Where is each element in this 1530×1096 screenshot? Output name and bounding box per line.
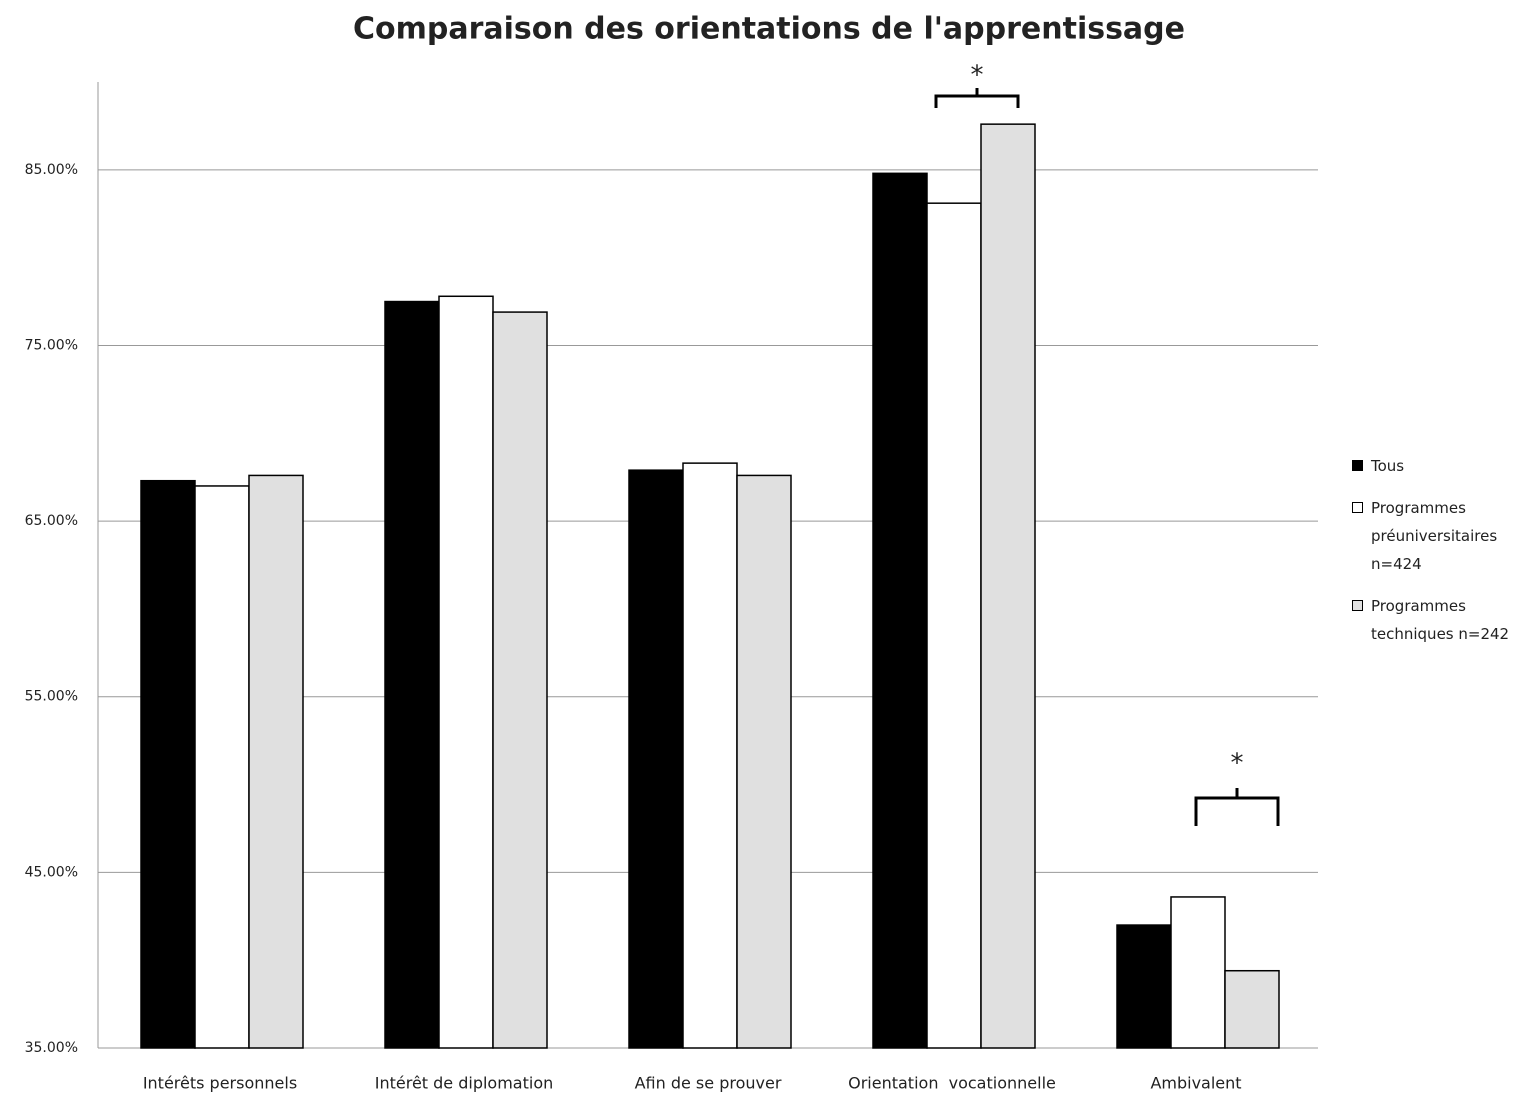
bar bbox=[682, 462, 738, 1049]
legend-item: Tous bbox=[1352, 452, 1530, 480]
y-tick-label: 65.00% bbox=[25, 513, 78, 529]
legend-item: Programmes techniques n=242 bbox=[1352, 592, 1530, 648]
x-tick-label: Afin de se prouver bbox=[635, 1074, 782, 1093]
y-tick-label: 45.00% bbox=[25, 864, 78, 880]
bar bbox=[872, 172, 928, 1049]
x-tick-label: Intérêt de diplomation bbox=[375, 1074, 554, 1093]
legend-swatch bbox=[1352, 600, 1363, 611]
x-tick-label: Ambivalent bbox=[1150, 1074, 1241, 1093]
annotation: * bbox=[1231, 749, 1244, 779]
bar bbox=[140, 479, 196, 1049]
bar bbox=[1170, 896, 1226, 1049]
y-tick-label: 85.00% bbox=[25, 162, 78, 178]
bar bbox=[926, 202, 982, 1049]
bar bbox=[492, 311, 548, 1049]
bar bbox=[194, 485, 250, 1049]
annotation: * bbox=[971, 61, 984, 91]
y-tick-label: 55.00% bbox=[25, 689, 78, 705]
legend-swatch bbox=[1352, 502, 1363, 513]
legend-label: Programmes techniques n=242 bbox=[1371, 597, 1510, 643]
bar bbox=[384, 300, 440, 1049]
significance-brackets bbox=[934, 88, 1280, 826]
bar bbox=[628, 469, 684, 1049]
x-tick-label: Intérêts personnels bbox=[143, 1074, 297, 1093]
bar bbox=[1224, 969, 1280, 1049]
bracket bbox=[934, 88, 1020, 108]
legend-swatch bbox=[1352, 460, 1363, 471]
bar bbox=[980, 123, 1036, 1049]
legend-label: Programmes préuniversitaires n=424 bbox=[1371, 499, 1498, 573]
bar bbox=[438, 295, 494, 1049]
bar bbox=[248, 474, 304, 1049]
y-tick-label: 75.00% bbox=[25, 337, 78, 353]
y-tick-label: 35.00% bbox=[25, 1040, 78, 1056]
x-tick-label: Orientation vocationnelle bbox=[848, 1074, 1056, 1093]
chart-title: Comparaison des orientations de l'appren… bbox=[353, 12, 1185, 47]
bar bbox=[1116, 924, 1172, 1049]
bracket bbox=[1194, 788, 1280, 826]
bar bbox=[736, 474, 792, 1049]
legend-label: Tous bbox=[1371, 457, 1405, 475]
legend-item: Programmes préuniversitaires n=424 bbox=[1352, 494, 1530, 578]
legend: Tous Programmes préuniversitaires n=424 Pr… bbox=[1352, 452, 1530, 662]
